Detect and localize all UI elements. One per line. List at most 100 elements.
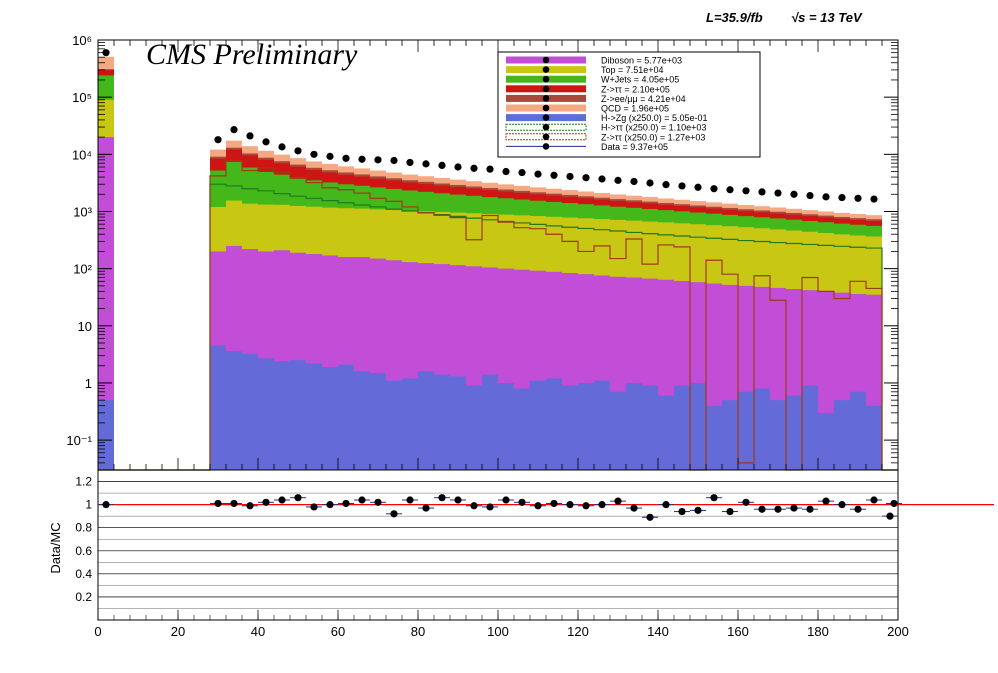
hzg-bar-33	[706, 405, 722, 470]
legend-label-4: Z->ee/μμ = 4.21e+04	[601, 94, 686, 104]
hzg-bar-19	[482, 374, 498, 470]
hzg-bar-24	[562, 385, 578, 470]
ratio-frame	[97, 469, 899, 621]
data-point-33	[710, 185, 718, 193]
hzg-bar-29	[642, 385, 658, 470]
hzg-bar-36	[754, 388, 770, 470]
outline-series-8	[98, 160, 898, 471]
data-point-15	[422, 160, 430, 168]
ratio-point-35	[758, 505, 766, 513]
ratio-x-tick-label: 40	[251, 624, 265, 639]
data-point-2	[214, 136, 222, 144]
hzg-bar-20	[498, 382, 514, 470]
ratio-point-34	[742, 498, 750, 506]
y-tick-label: 10⁵	[72, 90, 92, 105]
data-point-11	[358, 155, 366, 163]
ratio-point-10	[358, 496, 366, 504]
data-point-19	[486, 165, 494, 173]
legend-marker-0	[542, 56, 550, 64]
legend-marker-6	[542, 114, 550, 121]
ratio-x-tick-label: 120	[567, 624, 589, 639]
hzg-bar-27	[610, 391, 626, 470]
ratio-point-22	[550, 499, 558, 508]
ratio-x-tick-label: 60	[331, 624, 345, 639]
data-point-34	[726, 186, 734, 194]
legend-marker-7	[542, 123, 550, 131]
data-point-13	[390, 156, 398, 165]
hzg-bar-34	[722, 400, 738, 470]
ratio-axis-title: Data/MC	[48, 522, 63, 573]
data-point-24	[566, 172, 574, 181]
data-point-9	[326, 152, 334, 160]
ratio-point-39	[822, 497, 830, 505]
ratio-point-15	[438, 494, 446, 502]
ratio-point-4	[262, 498, 270, 506]
ratio-point-19	[502, 496, 510, 504]
legend-marker-2	[542, 75, 550, 83]
hzg-bar-13	[386, 380, 402, 470]
ratio-y-tick-label: 0.2	[75, 590, 92, 604]
ratio-point-8	[326, 501, 334, 509]
hzg-bar-40	[818, 412, 834, 470]
data-point-40	[822, 193, 830, 201]
data-point-29	[646, 179, 654, 187]
data-point-12	[374, 156, 382, 164]
hzg-bar-26	[594, 380, 610, 470]
data-point-42	[854, 194, 862, 202]
ratio-point-40	[838, 501, 846, 509]
data-point-10	[342, 154, 350, 162]
hzg-bar-17	[450, 376, 466, 470]
ratio-x-tick-label: 100	[487, 624, 509, 639]
hzg-bar-39	[802, 385, 818, 470]
data-point-41	[838, 193, 846, 202]
legend-label-0: Diboson = 5.77e+03	[601, 56, 682, 66]
hzg-bar-9	[322, 367, 338, 470]
data-point-28	[630, 177, 638, 186]
hzg-bar-2	[210, 345, 226, 470]
data-point-5	[262, 138, 270, 146]
legend-marker-4	[542, 95, 550, 102]
ratio-point-26	[614, 497, 622, 505]
legend-marker-8	[542, 133, 550, 141]
legend-label-6: H->Zg (x250.0) = 5.05e-01	[601, 113, 708, 123]
ratio-point-6	[294, 494, 302, 502]
ratio-y-tick-label: 0.4	[75, 567, 92, 581]
hzg-bar-7	[290, 360, 306, 470]
legend-label-2: W+Jets = 4.05e+05	[601, 75, 679, 85]
hzg-bar-11	[354, 371, 370, 470]
data-point-17	[454, 163, 462, 171]
ratio-point-36	[774, 505, 782, 513]
ratio-point-37	[790, 504, 798, 512]
data-point-38	[790, 190, 798, 198]
hzg-bar-16	[434, 374, 450, 470]
hzg-bar-15	[418, 371, 434, 470]
ratio-point-42	[870, 496, 878, 504]
ratio-point-3	[246, 502, 254, 510]
hzg-bar-37	[770, 400, 786, 470]
data-point-37	[774, 189, 782, 197]
energy-label: √s = 13 TeV	[791, 10, 863, 25]
data-point-7	[294, 147, 302, 155]
hzg-bar-12	[370, 372, 386, 470]
ratio-panel: 0.2 0.4 0.6 0.8 1 1.2 0 20 40 60 80 100 120 140 160 180…	[75, 469, 994, 639]
data-point-20	[502, 167, 510, 176]
y-tick-label: 10⁶	[72, 33, 92, 48]
data-point-23	[550, 171, 558, 179]
data-point-16	[438, 161, 446, 169]
outline-series-7	[98, 183, 898, 471]
hzg-bar-18	[466, 385, 482, 470]
data-point-4	[246, 132, 254, 140]
data-point-21	[518, 168, 526, 177]
legend-label-3: Z->ττ = 2.10e+05	[601, 84, 670, 94]
ratio-point-9	[342, 499, 350, 508]
hzg-bar-43	[866, 405, 882, 470]
data-point-14	[406, 158, 414, 167]
hzg-bar-21	[514, 388, 530, 470]
data-point-31	[678, 182, 686, 190]
ratio-point-24	[582, 502, 590, 510]
ratio-point-18	[486, 503, 494, 511]
main-histogram-layer	[98, 56, 882, 471]
data-point-22	[534, 170, 542, 178]
hzg-bar-14	[402, 378, 418, 470]
